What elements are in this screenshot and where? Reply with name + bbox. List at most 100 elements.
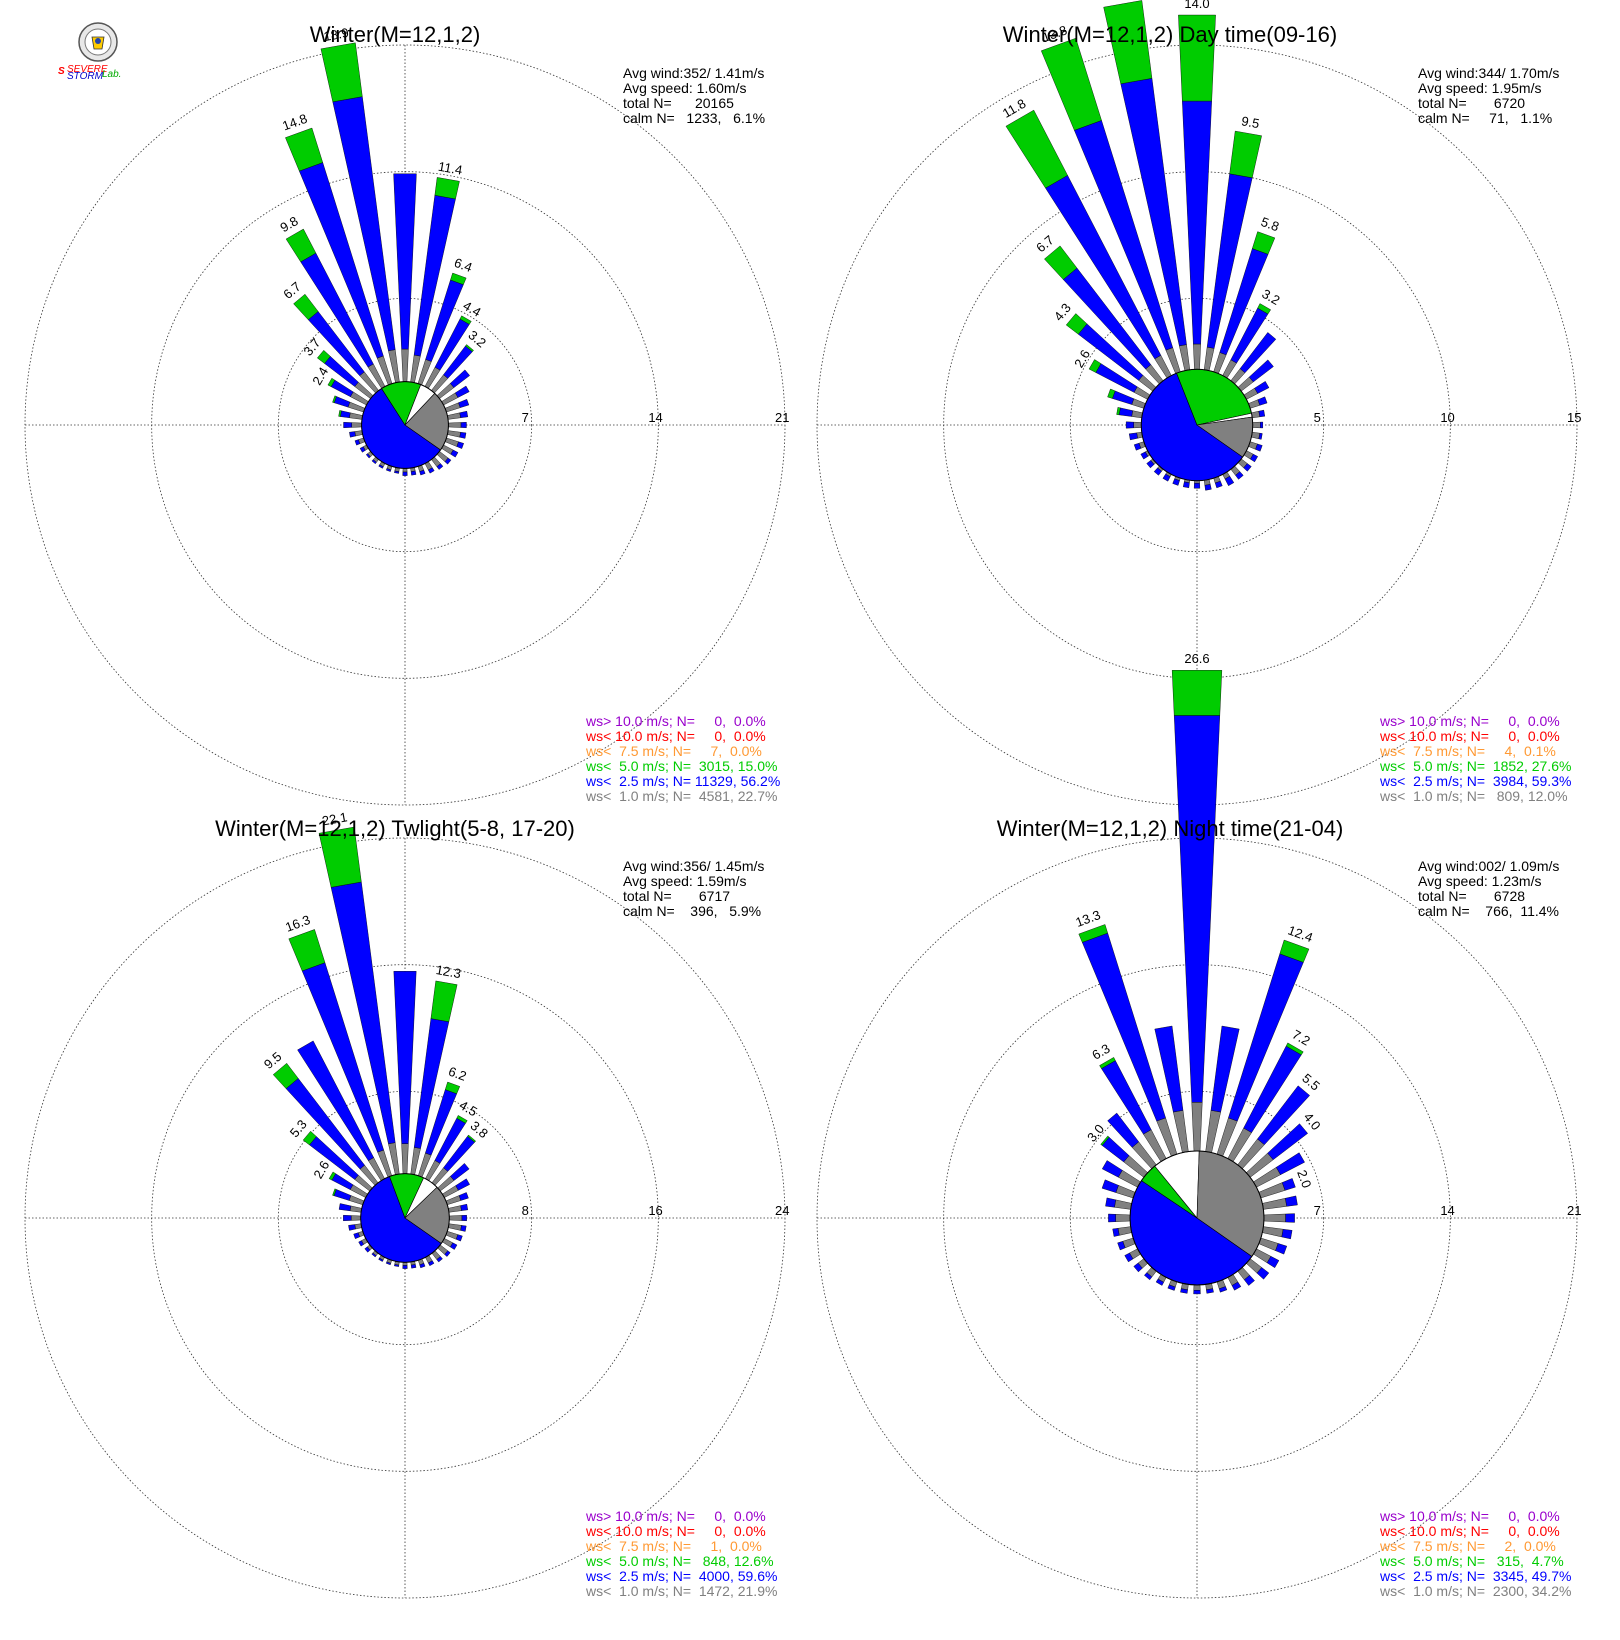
petal-segment-blue xyxy=(358,1240,364,1247)
petal-220 xyxy=(371,456,379,465)
stat-line: total N= 6720 xyxy=(1418,95,1525,111)
petal-60 xyxy=(1253,1152,1305,1188)
petal-segment-blue xyxy=(343,1214,352,1222)
petal-180 xyxy=(1193,1284,1201,1295)
petal-140 xyxy=(431,456,444,470)
petal-90 xyxy=(1263,1213,1295,1223)
grid-ring xyxy=(1069,297,1325,553)
stat-line: Avg wind:002/ 1.09m/s xyxy=(1418,858,1559,874)
petal-segment-blue xyxy=(1108,1213,1116,1223)
petal-segment-blue xyxy=(1144,1272,1153,1281)
petal-label: 2.0 xyxy=(1294,1168,1314,1190)
petal-segment-gray xyxy=(447,412,461,420)
petal-label: 26.6 xyxy=(1184,651,1209,666)
petal-segment-blue xyxy=(1250,453,1259,463)
petal-20 xyxy=(1213,231,1276,374)
petal-segment-gray xyxy=(1179,344,1191,371)
petal-label: 22.1 xyxy=(321,809,349,828)
petal-280 xyxy=(1105,1197,1132,1210)
petal-segment-gray xyxy=(444,402,461,413)
petal-segment-blue xyxy=(1155,1278,1164,1286)
petal-100 xyxy=(448,1223,467,1232)
petal-label: 11.4 xyxy=(437,159,464,178)
petal-330 xyxy=(297,1040,385,1181)
petal-340 xyxy=(285,127,393,386)
petal-segment-green xyxy=(285,127,323,172)
petal-segment-blue xyxy=(348,1224,356,1231)
petal-220 xyxy=(1153,465,1164,476)
petal-segment-blue xyxy=(1266,1256,1280,1269)
petal-0 xyxy=(1178,14,1216,370)
petal-segment-blue xyxy=(393,173,417,350)
petal-segment-green xyxy=(1088,359,1102,373)
petal-30 xyxy=(1227,1042,1304,1162)
petal-segment-gray xyxy=(1173,1110,1189,1153)
petal-segment-blue xyxy=(458,1192,469,1201)
petal-segment-blue xyxy=(450,1242,458,1250)
petal-120 xyxy=(442,1238,458,1250)
petal-segment-blue xyxy=(460,1203,469,1211)
petal-segment-blue xyxy=(343,422,352,428)
petal-label: 6.4 xyxy=(452,255,474,275)
petal-170 xyxy=(410,467,417,476)
petal-segment-blue xyxy=(444,1250,451,1257)
legend-entry: ws< 2.5 m/s; N= 3984, 59.3% xyxy=(1379,773,1571,789)
petal-segment-blue xyxy=(456,441,464,449)
petal-segment-blue xyxy=(1214,480,1223,489)
petal-label: 4.4 xyxy=(460,298,483,320)
petal-segment-blue xyxy=(460,422,467,428)
petal-100 xyxy=(447,430,467,439)
petal-230 xyxy=(364,1244,373,1253)
stat-line: calm N= 71, 1.1% xyxy=(1418,110,1552,126)
petal-segment-blue xyxy=(1255,443,1263,452)
petal-segment-blue xyxy=(1258,409,1266,418)
petal-segment-blue xyxy=(436,1256,443,1263)
calm-pie-outline xyxy=(1140,368,1254,482)
petal-segment-gray xyxy=(448,1205,462,1213)
petal-10 xyxy=(1203,130,1262,371)
petal-segment-gray xyxy=(1262,1198,1287,1210)
petal-segment-gray xyxy=(1213,352,1227,374)
petal-segment-blue xyxy=(1257,1085,1310,1146)
petal-segment-blue xyxy=(1153,467,1162,476)
petal-10 xyxy=(410,980,458,1175)
petal-50 xyxy=(437,1163,470,1192)
petal-segment-blue xyxy=(297,1040,374,1161)
petal-segment-gray xyxy=(401,348,409,382)
petal-segment-blue xyxy=(1112,1228,1120,1237)
petal-segment-blue xyxy=(1162,473,1171,482)
petal-segment-green xyxy=(1099,1057,1116,1069)
logo-s-letter: S xyxy=(58,66,65,77)
petal-segment-blue xyxy=(1172,478,1180,486)
petal-0 xyxy=(393,173,417,382)
petal-segment-blue xyxy=(385,468,392,472)
grid-ring xyxy=(943,964,1451,1472)
petal-segment-green xyxy=(338,410,342,417)
petal-segment-blue xyxy=(349,431,356,438)
legend-entry: ws< 1.0 m/s; N= 4581, 22.7% xyxy=(585,788,777,804)
petal-segment-green xyxy=(317,350,331,364)
ring-label: 5 xyxy=(1314,410,1321,425)
petal-segment-blue xyxy=(1210,1025,1240,1113)
petal-segment-gray xyxy=(1203,346,1215,371)
wind-rose-panel-3: 8 16 242.65.39.516.322.112.36.24.53.8Winte… xyxy=(24,809,789,1599)
legend-entry: ws< 1.0 m/s; N= 809, 12.0% xyxy=(1379,788,1568,804)
petal-110 xyxy=(1258,1237,1288,1255)
petal-280 xyxy=(338,1203,362,1213)
petal-250 xyxy=(353,1231,365,1239)
petal-180 xyxy=(402,468,408,476)
petal-segment-blue xyxy=(450,369,470,388)
petal-280 xyxy=(1116,407,1143,419)
petal-30 xyxy=(424,315,472,389)
petal-segment-blue xyxy=(444,457,452,465)
petal-segment-blue xyxy=(455,1234,463,1242)
panel-title: Winter(M=12,1,2) Night time(21-04) xyxy=(997,816,1344,841)
petal-segment-blue xyxy=(1182,100,1212,345)
petal-segment-blue xyxy=(364,1246,371,1253)
petal-segment-blue xyxy=(371,1252,377,1258)
ring-label: 21 xyxy=(1567,1203,1581,1218)
petal-segment-green xyxy=(1116,407,1121,416)
petal-segment-gray xyxy=(447,430,461,438)
petal-180 xyxy=(1193,480,1201,489)
